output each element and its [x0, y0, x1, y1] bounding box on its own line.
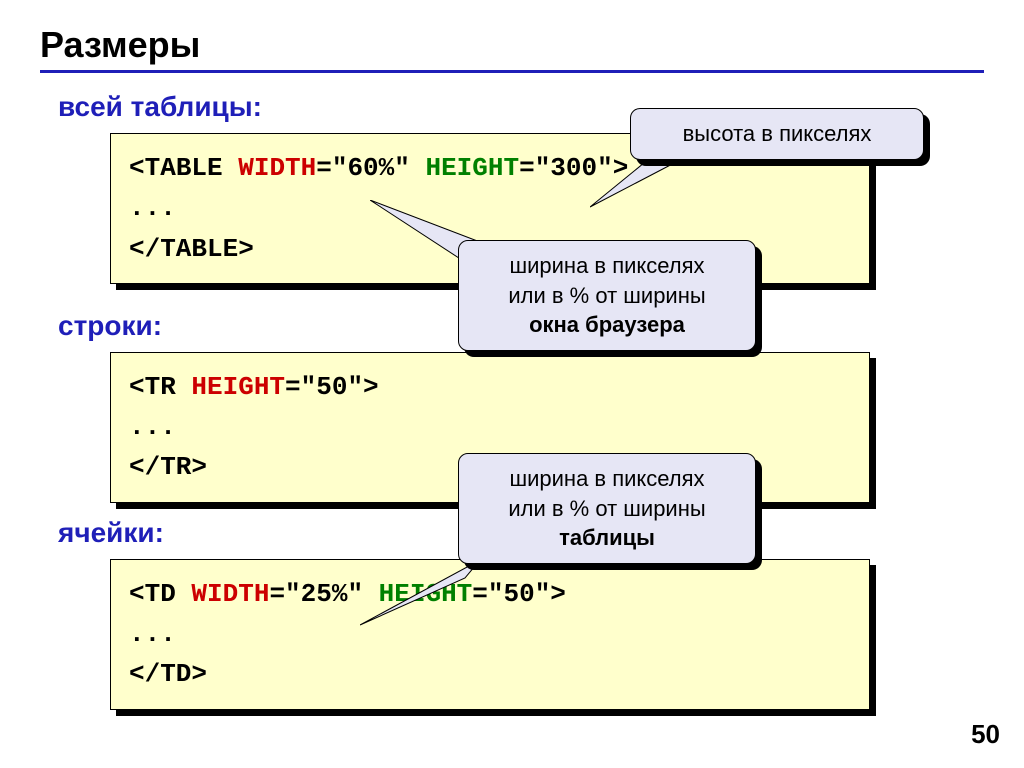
- callout-line: ширина в пикселях: [509, 466, 704, 491]
- page-number: 50: [971, 719, 1000, 750]
- slide: Размеры всей таблицы: <TABLE WIDTH="60%"…: [0, 0, 1024, 768]
- callout-width-table: ширина в пикселях или в % от ширины табл…: [458, 453, 756, 564]
- callout-height-pixels: высота в пикселях: [630, 108, 924, 160]
- callout-line: или в % от ширины: [508, 283, 705, 308]
- callout-pointer-icon: [360, 560, 490, 630]
- callout-text: высота в пикселях: [683, 121, 872, 146]
- title-divider: [40, 70, 984, 73]
- callout-line: ширина в пикселях: [509, 253, 704, 278]
- page-title: Размеры: [40, 24, 984, 66]
- callout-bold: окна браузера: [529, 312, 685, 337]
- callout-bold: таблицы: [559, 525, 655, 550]
- callout-box: высота в пикселях: [630, 108, 924, 160]
- callout-line: или в % от ширины: [508, 496, 705, 521]
- callout-box: ширина в пикселях или в % от ширины окна…: [458, 240, 756, 351]
- codebox-cell: <TD WIDTH="25%" HEIGHT="50"> ... </TD>: [110, 559, 870, 710]
- callout-box: ширина в пикселях или в % от ширины табл…: [458, 453, 756, 564]
- callout-width-browser: ширина в пикселях или в % от ширины окна…: [458, 240, 756, 351]
- codebox-cell-wrap: <TD WIDTH="25%" HEIGHT="50"> ... </TD>: [110, 559, 870, 710]
